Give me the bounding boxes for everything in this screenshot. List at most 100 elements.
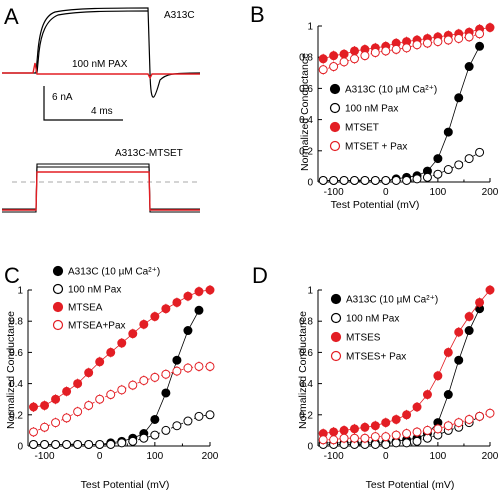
ylabel-c: Normalized Conductance [5,311,17,429]
trace-a313c-control [2,7,201,98]
data-point [73,379,83,389]
data-point [194,305,204,315]
data-point [139,319,149,329]
data-point [475,411,485,421]
data-point [161,369,171,379]
data-point [84,439,94,449]
fit-line [323,308,480,444]
xlabel-c: Test Potential (mV) [81,479,170,491]
data-point [402,429,412,439]
data-point [95,357,105,367]
ylabel-d: Normalized Conductance [297,311,309,429]
data-point [183,291,193,301]
data-point [62,413,72,423]
legend-label: A313C (10 µM Ca²⁺) [346,295,438,306]
trace-mtset-pax [2,171,200,211]
data-point [183,416,193,426]
legend-label: MTSET [345,123,379,134]
data-point [172,355,182,365]
data-point [464,414,474,424]
xlabel-d: Test Potential (mV) [366,479,455,491]
data-point [391,44,401,54]
data-point [29,427,39,437]
data-point [464,154,474,164]
data-point [360,422,370,432]
data-point [402,43,412,53]
data-point [128,329,138,339]
data-point [412,436,422,446]
data-point [370,48,380,58]
trace-mtset-control-2 [2,166,200,213]
data-point [95,394,105,404]
label-a313c-mtset: A313C-MTSET [115,148,183,159]
data-point [128,436,138,446]
fit-line [323,33,480,71]
legend-label: MTSEA [68,303,103,314]
data-point [443,35,453,45]
trace-a313c-control-2 [36,10,149,74]
xlabel-b: Test Potential (mV) [331,199,420,211]
legend-label: MTSES [346,333,381,344]
data-point [318,435,328,445]
legend-d: A313C (10 µM Ca²⁺) 100 nM Pax MTSES MTSES+ … [330,293,438,363]
ylabel-b: Normalized Conductance [299,53,311,171]
data-point [443,390,453,400]
data-point [381,418,391,428]
legend-label: MTSES+ Pax [346,352,406,363]
x-tick-label: 0 [383,187,389,198]
data-point [51,418,61,428]
data-point [29,439,39,449]
x-tick-label: 100 [147,451,164,462]
y-tick-label: 0.8 [9,317,23,328]
y-tick-label: 1 [307,286,313,297]
data-point [339,425,349,435]
panel-letter-d: D [252,263,268,288]
legend-label: MTSET + Pax [345,142,407,153]
data-point [339,433,349,443]
data-point [329,435,339,445]
legend-label: 100 nM Pax [345,104,398,115]
data-point [172,366,182,376]
data-point [329,62,339,72]
data-point [73,439,83,449]
legend-marker [330,350,342,362]
data-point [443,421,453,431]
legend-marker [52,265,64,277]
data-point [422,390,432,400]
y-tick-label: 0.6 [9,348,23,359]
y-tick-label: 0 [307,442,313,453]
data-point [454,418,464,428]
data-point [464,62,474,72]
data-point [40,439,50,449]
data-point [150,372,160,382]
data-point [329,175,339,185]
legend-marker [329,140,341,152]
x-tick-label: -100 [324,187,344,198]
data-point [349,424,359,434]
y-tick-label: 1 [17,286,23,297]
data-point [318,54,328,64]
fit-line [323,416,480,445]
y-tick-label: 0.2 [299,146,313,157]
scale-current-label: 6 nA [52,92,73,103]
panel-letter-a: A [4,4,19,29]
data-point [318,65,328,75]
y-tick-label: 0.6 [299,84,313,95]
data-point [360,175,370,185]
data-point [402,175,412,185]
data-point [329,51,339,61]
data-point [391,175,401,185]
data-point [433,424,443,434]
data-point [106,439,116,449]
legend-marker [329,83,341,95]
data-point [391,414,401,424]
data-point [150,430,160,440]
legend-marker [52,319,64,331]
legend-marker [330,331,342,343]
data-point [402,438,412,448]
data-point [95,439,105,449]
data-point [485,408,495,418]
data-point [205,285,215,295]
data-point [454,160,464,170]
data-point [349,433,359,443]
